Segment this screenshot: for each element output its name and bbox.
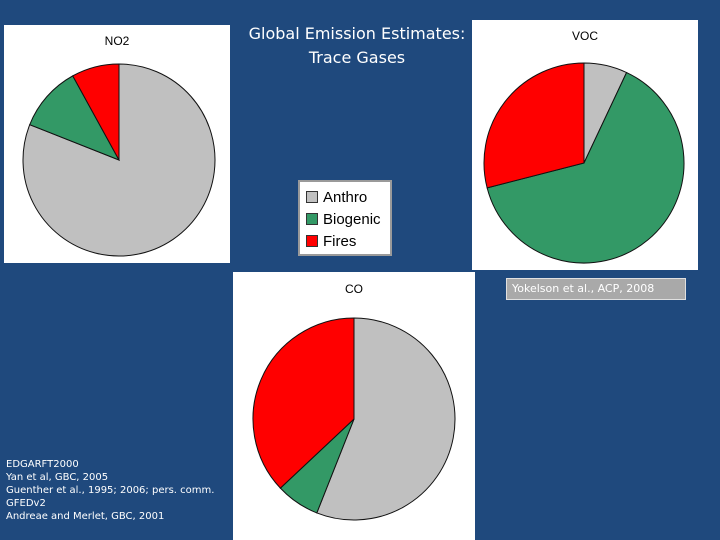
co-pie-chart	[252, 317, 456, 521]
co-slice-fires	[252, 317, 355, 489]
voc-slice-fires	[483, 62, 585, 189]
legend-label-biogenic: Biogenic	[323, 210, 381, 228]
slide-title: Global Emission Estimates: Trace Gases	[228, 22, 486, 70]
references-list: EDGARFT2000 Yan et al, GBC, 2005 Guenthe…	[6, 458, 226, 523]
no2-pie-panel: NO2	[4, 25, 230, 263]
no2-slice-fires	[72, 63, 120, 161]
slide-title-line-1: Global Emission Estimates:	[248, 24, 466, 43]
voc-pie-title: VOC	[571, 29, 598, 43]
reference-item: Yan et al, GBC, 2005	[6, 472, 109, 483]
citation-box: Yokelson et al., ACP, 2008	[506, 278, 686, 300]
legend-label-fires: Fires	[323, 232, 357, 250]
co-pie-panel: CO	[233, 272, 475, 540]
legend-label-anthro: Anthro	[323, 188, 368, 206]
no2-pie-title: NO2	[104, 34, 130, 48]
legend-swatch-fires	[306, 235, 318, 247]
reference-item: GFEDv2	[6, 498, 46, 509]
slide-title-line-2: Trace Gases	[308, 48, 406, 67]
chart-legend: Anthro Biogenic Fires	[298, 180, 392, 256]
reference-item: EDGARFT2000	[6, 459, 79, 470]
reference-item: Andreae and Merlet, GBC, 2001	[6, 511, 165, 522]
voc-slice-biogenic	[486, 71, 685, 264]
legend-swatch-anthro	[306, 191, 318, 203]
legend-item-anthro: Anthro	[306, 186, 390, 208]
reference-item: Guenther et al., 1995; 2006; pers. comm.	[6, 485, 215, 496]
legend-item-biogenic: Biogenic	[306, 208, 390, 230]
legend-swatch-biogenic	[306, 213, 318, 225]
co-slice-anthro	[316, 317, 456, 521]
voc-pie-panel: VOC	[472, 20, 698, 270]
no2-slice-biogenic	[29, 75, 121, 161]
co-pie-title: CO	[345, 282, 363, 296]
no2-pie-chart	[22, 63, 216, 257]
voc-pie-chart	[483, 62, 685, 264]
legend-item-fires: Fires	[306, 230, 390, 252]
